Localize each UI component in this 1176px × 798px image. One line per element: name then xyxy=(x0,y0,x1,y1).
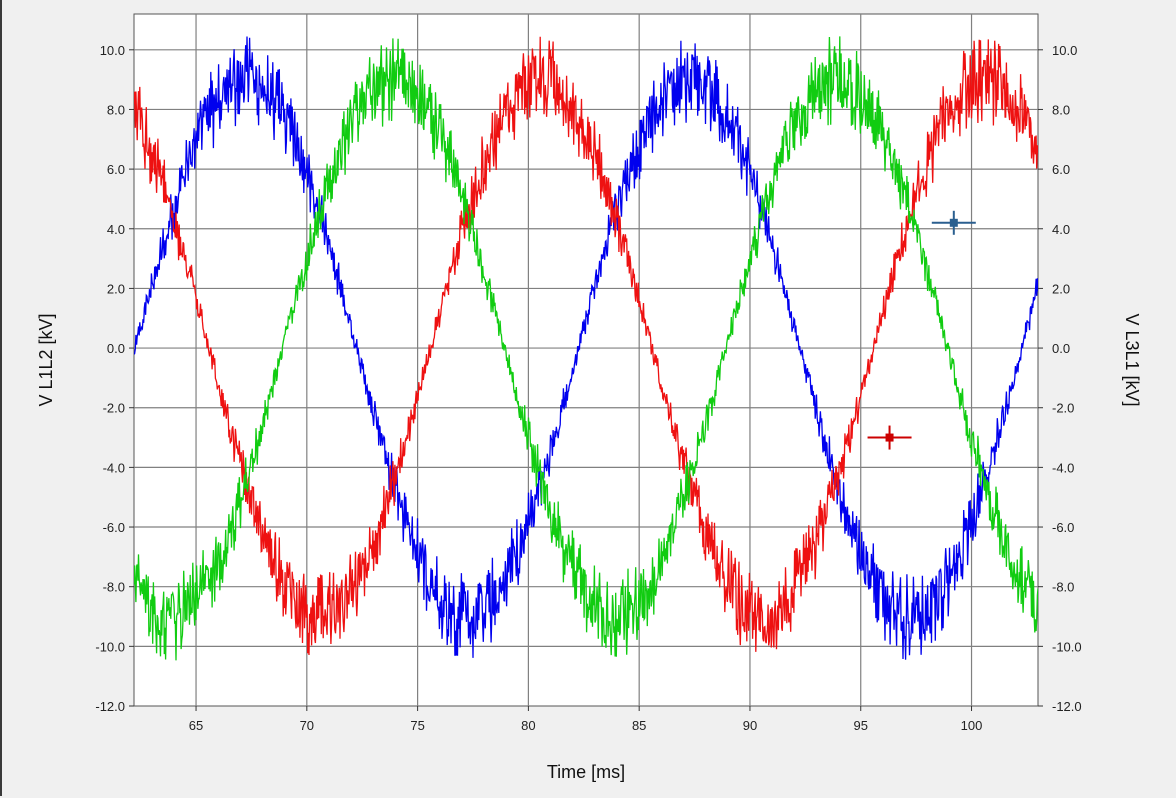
y-right-tick-label: 4.0 xyxy=(1052,222,1070,237)
cursor-layer xyxy=(867,210,976,450)
y-right-tick-label: -10.0 xyxy=(1052,639,1082,654)
y-right-tick-label: -12.0 xyxy=(1052,699,1082,714)
y-right-tick-label: 0.0 xyxy=(1052,341,1070,356)
y-left-tick-label: -2.0 xyxy=(103,401,125,416)
y-left-tick-label: -4.0 xyxy=(103,460,125,475)
x-tick-label: 100 xyxy=(961,718,983,733)
y-right-tick-label: 8.0 xyxy=(1052,102,1070,117)
y-left-tick-label: -6.0 xyxy=(103,520,125,535)
x-tick-label: 90 xyxy=(743,718,757,733)
y-left-tick-label: 4.0 xyxy=(107,222,125,237)
x-tick-label: 95 xyxy=(854,718,868,733)
y-left-tick-label: 6.0 xyxy=(107,162,125,177)
y-axis-right-title: V L3L1 [kV] xyxy=(1122,313,1142,406)
series-line-0 xyxy=(134,36,1038,660)
y-left-tick-label: 8.0 xyxy=(107,102,125,117)
series-line-2 xyxy=(134,36,1038,661)
y-left-tick-label: -12.0 xyxy=(95,699,125,714)
y-left-tick-label: -8.0 xyxy=(103,580,125,595)
x-tick-label: 85 xyxy=(632,718,646,733)
series-layer xyxy=(134,36,1038,661)
y-left-tick-label: 2.0 xyxy=(107,281,125,296)
y-right-tick-label: 10.0 xyxy=(1052,43,1077,58)
y-right-tick-label: -6.0 xyxy=(1052,520,1074,535)
y-left-tick-label: 0.0 xyxy=(107,341,125,356)
y-axis-left-title: V L1L2 [kV] xyxy=(36,313,56,406)
y-right-tick-label: -8.0 xyxy=(1052,580,1074,595)
x-tick-label: 65 xyxy=(189,718,203,733)
series-line-1 xyxy=(134,36,1038,656)
y-right-tick-label: 2.0 xyxy=(1052,281,1070,296)
y-right-tick-label: 6.0 xyxy=(1052,162,1070,177)
ticks: 65 70 75 80 85 90 95 100 -12.0 -12.0 -10.0 -10.0 -8.… xyxy=(95,43,1081,733)
x-axis-title: Time [ms] xyxy=(547,762,625,782)
x-tick-label: 75 xyxy=(410,718,424,733)
y-right-tick-label: -2.0 xyxy=(1052,401,1074,416)
x-tick-label: 70 xyxy=(300,718,314,733)
y-left-tick-label: -10.0 xyxy=(95,639,125,654)
x-tick-label: 80 xyxy=(521,718,535,733)
y-left-tick-label: 10.0 xyxy=(100,43,125,58)
cursor-marker-1[interactable] xyxy=(867,425,912,450)
y-right-tick-label: -4.0 xyxy=(1052,460,1074,475)
cursor-marker-0[interactable] xyxy=(931,210,976,235)
